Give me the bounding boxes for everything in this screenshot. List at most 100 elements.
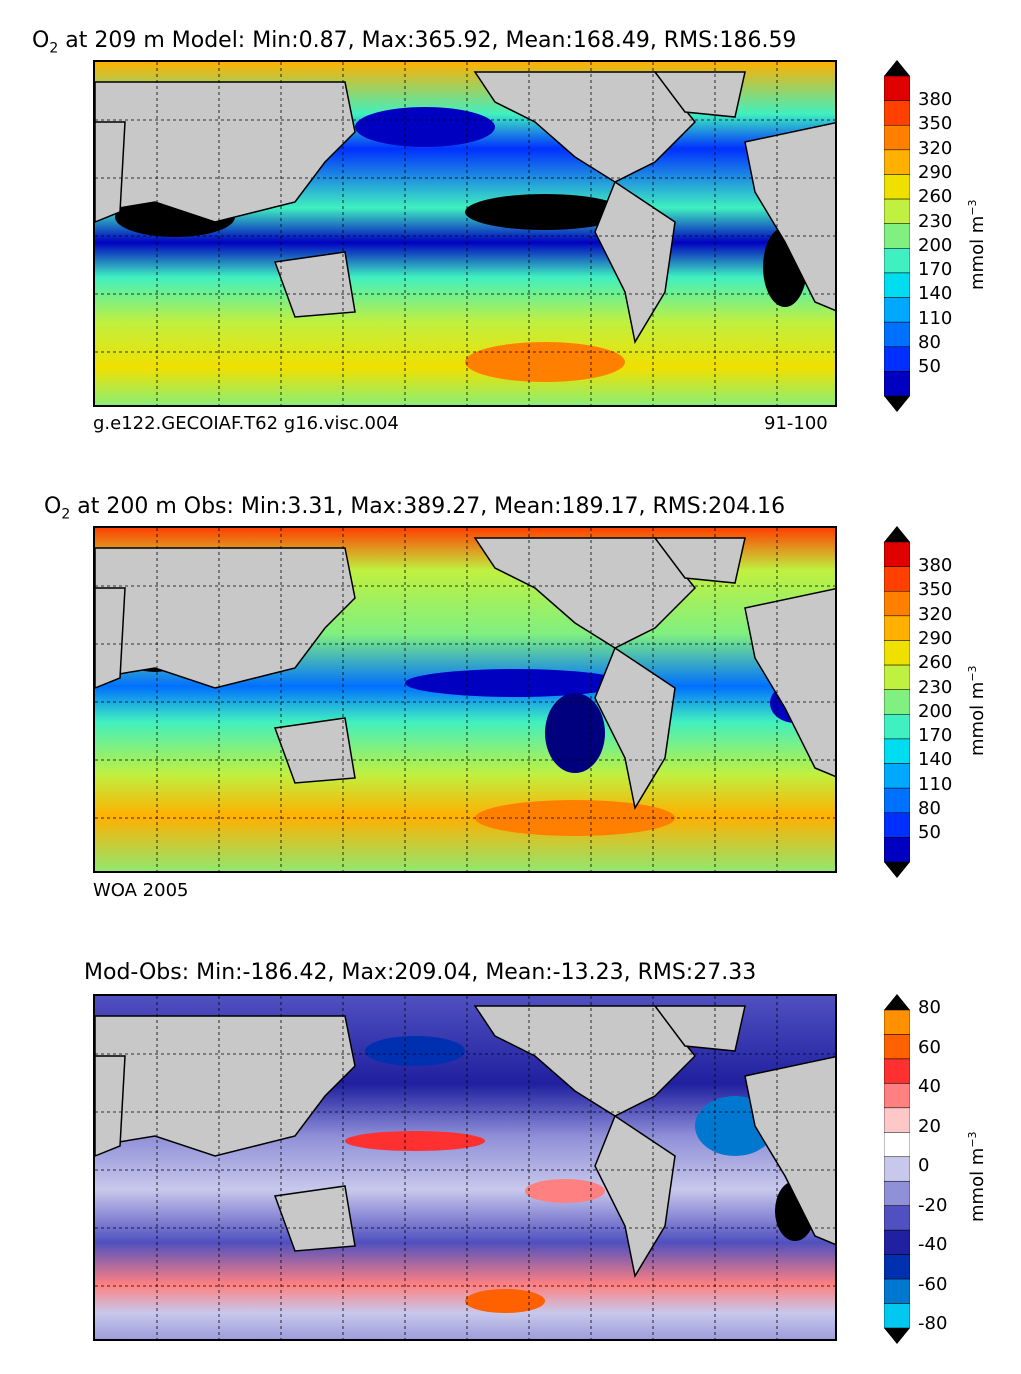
colorbar-segment [884, 198, 910, 224]
panel2-map [93, 526, 837, 873]
colorbar-segment [884, 541, 910, 567]
colorbar-segment [884, 689, 910, 715]
colorbar-segment [884, 272, 910, 298]
panel3-title-text: Mod-Obs: Min:-186.42, Max:209.04, Mean:-… [84, 960, 757, 985]
panel1-units-exp: −3 [966, 199, 979, 216]
colorbar-top-arrow [884, 60, 910, 76]
panel2-title: O2 at 200 m Obs: Min:3.31, Max:389.27, M… [44, 494, 785, 522]
colorbar-tick-label: 80 [918, 332, 941, 353]
panel1-land [95, 71, 835, 345]
panel1-colorbar [884, 60, 910, 412]
colorbar-tick-label: 170 [918, 725, 953, 747]
colorbar-segment [884, 812, 910, 838]
panel1-units-text: mmol m [967, 215, 988, 290]
colorbar-segment [884, 837, 910, 863]
colorbar-segment [884, 664, 910, 690]
colorbar-segment [884, 174, 910, 200]
colorbar-top-arrow [884, 994, 910, 1010]
colorbar-bottom-arrow [884, 396, 910, 412]
colorbar-segment [884, 346, 910, 372]
colorbar-tick-label: 80 [918, 798, 941, 819]
colorbar-segment [884, 1107, 910, 1133]
panel1-title-sub: 2 [49, 40, 59, 57]
panel1-right-label: 91-100 [764, 413, 828, 434]
colorbar-tick-label: 320 [918, 603, 953, 625]
panel3-units: mmol m−3 [966, 1131, 988, 1222]
colorbar-segment [884, 1083, 910, 1109]
colorbar-segment [884, 640, 910, 666]
colorbar-tick-label: 230 [918, 210, 953, 232]
colorbar-tick-label: 380 [918, 555, 953, 576]
colorbar-segment [884, 1009, 910, 1035]
panel1-title-text: at 209 m Model: Min:0.87, Max:365.92, Me… [58, 28, 797, 53]
panel2-units: mmol m−3 [966, 665, 988, 756]
colorbar-segment [884, 321, 910, 348]
colorbar-segment [884, 75, 910, 101]
panel1-map [93, 60, 837, 407]
colorbar-segment [884, 149, 910, 175]
colorbar-tick-label: 20 [918, 1115, 941, 1137]
panel1-title: O2 at 209 m Model: Min:0.87, Max:365.92,… [32, 28, 796, 56]
colorbar-tick-label: 350 [918, 113, 953, 135]
colorbar-segment [884, 787, 910, 814]
panel2-colorbar-svg [884, 526, 910, 878]
colorbar-segment [884, 1132, 910, 1158]
colorbar-segment [884, 297, 910, 323]
panel2-units-text: mmol m [967, 681, 988, 756]
colorbar-tick-label: -40 [918, 1234, 948, 1255]
colorbar-tick-label: 80 [918, 997, 941, 1018]
panel2-colorbar [884, 526, 910, 878]
colorbar-segment [884, 1303, 910, 1329]
panel3-units-exp: −3 [966, 1131, 979, 1148]
colorbar-segment [884, 763, 910, 789]
colorbar-tick-label: 50 [918, 356, 941, 378]
panel1-left-label: g.e122.GECOIAF.T62 g16.visc.004 [93, 413, 399, 434]
colorbar-segment [884, 714, 910, 740]
colorbar-tick-label: 40 [918, 1076, 941, 1097]
colorbar-tick-label: 50 [918, 822, 941, 844]
panel3-grid [95, 996, 835, 1339]
colorbar-tick-label: 350 [918, 579, 953, 601]
panel2-title-species: O [44, 494, 62, 519]
colorbar-segment [884, 1156, 910, 1182]
colorbar-tick-label: 0 [918, 1155, 930, 1176]
colorbar-segment [884, 248, 910, 274]
colorbar-bottom-arrow [884, 862, 910, 878]
colorbar-tick-label: 110 [918, 307, 953, 329]
colorbar-tick-label: 200 [918, 700, 953, 722]
colorbar-tick-label: -60 [918, 1273, 948, 1295]
panel1-units: mmol m−3 [966, 199, 988, 290]
panel1-title-species: O [32, 28, 50, 53]
panel3-land [95, 1005, 835, 1279]
colorbar-segment [884, 100, 910, 126]
panel2-map-svg [95, 528, 835, 871]
colorbar-tick-label: 290 [918, 161, 953, 183]
colorbar-segment [884, 1254, 910, 1280]
colorbar-segment [884, 590, 910, 617]
colorbar-segment [884, 1205, 910, 1231]
panel2-land [95, 537, 835, 811]
panel2-title-text: at 200 m Obs: Min:3.31, Max:389.27, Mean… [70, 494, 786, 519]
colorbar-tick-label: 140 [918, 283, 953, 305]
colorbar-segment [884, 223, 910, 249]
colorbar-tick-label: -80 [918, 1313, 948, 1334]
panel2-grid [95, 528, 835, 871]
colorbar-tick-label: 260 [918, 186, 953, 208]
colorbar-segment [884, 615, 910, 641]
panel3-map [93, 994, 837, 1341]
colorbar-segment [884, 1034, 910, 1060]
colorbar-segment [884, 1229, 910, 1255]
colorbar-segment [884, 371, 910, 397]
colorbar-tick-label: 320 [918, 137, 953, 159]
colorbar-tick-label: 230 [918, 676, 953, 698]
colorbar-tick-label: 60 [918, 1036, 941, 1058]
colorbar-segment [884, 124, 910, 151]
colorbar-segment [884, 1058, 910, 1084]
panel1-map-svg [95, 62, 835, 405]
panel3-colorbar [884, 994, 910, 1344]
panel2-title-sub: 2 [61, 506, 71, 523]
colorbar-tick-label: 290 [918, 627, 953, 649]
panel3-units-text: mmol m [967, 1147, 988, 1222]
colorbar-tick-label: 170 [918, 259, 953, 281]
panel1-grid [95, 62, 835, 405]
